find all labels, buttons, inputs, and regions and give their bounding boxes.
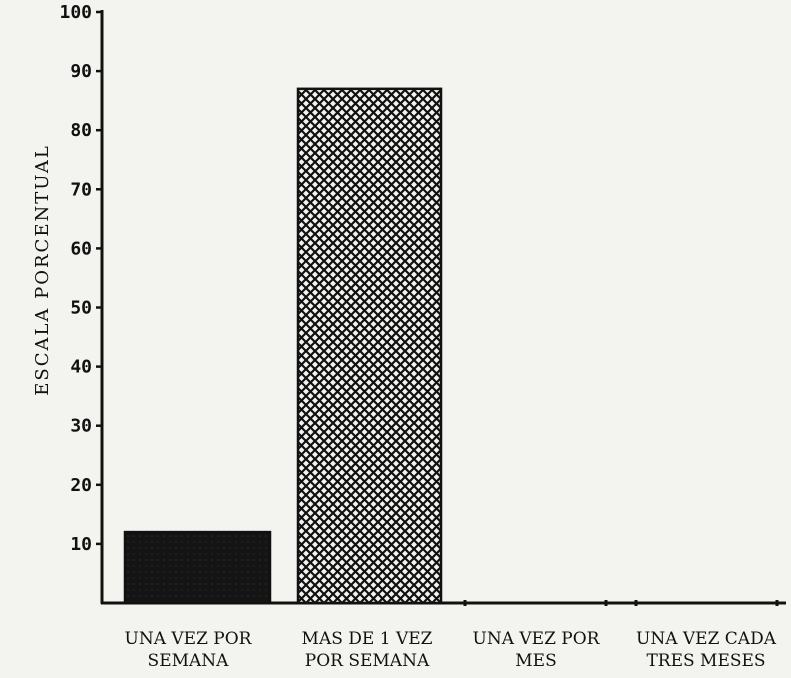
x-category-label: UNA VEZ POR MES [473, 629, 601, 671]
x-category-label: UNA VEZ POR SEMANA [125, 629, 253, 671]
x-category-label-line: MES [515, 651, 556, 671]
y-tick-label: 30 [70, 416, 92, 437]
y-tick-label: 100 [59, 2, 92, 23]
x-category-label-line: SEMANA [148, 651, 230, 671]
x-category-label-line: TRES MESES [646, 651, 765, 671]
bar-2 [296, 87, 443, 605]
y-tick-label: 40 [70, 357, 92, 378]
axes [100, 10, 786, 606]
bar-1 [123, 530, 272, 605]
y-tick-label: 90 [70, 61, 92, 82]
y-tick-label: 70 [70, 179, 92, 200]
x-category-label-line: POR SEMANA [305, 651, 430, 671]
y-ticks: 10 20 30 40 50 60 70 80 90 100 [59, 2, 102, 555]
x-category-label-line: UNA VEZ CADA [636, 629, 777, 649]
x-category-label-line: UNA VEZ POR [473, 629, 601, 649]
y-tick-label: 10 [70, 534, 92, 555]
y-tick-label: 80 [70, 120, 92, 141]
bars [123, 87, 443, 605]
x-category-label: MAS DE 1 VEZ POR SEMANA [302, 629, 433, 671]
y-tick-label: 20 [70, 475, 92, 496]
y-tick-label: 60 [70, 238, 92, 259]
y-axis-title: ESCALA PORCENTUAL [32, 144, 53, 396]
y-axis-title-group: ESCALA PORCENTUAL [32, 144, 53, 396]
x-category-label: UNA VEZ CADA TRES MESES [636, 629, 777, 671]
x-category-label-line: MAS DE 1 VEZ [302, 629, 433, 649]
x-category-label-line: UNA VEZ POR [125, 629, 253, 649]
y-tick-label: 50 [70, 298, 92, 319]
